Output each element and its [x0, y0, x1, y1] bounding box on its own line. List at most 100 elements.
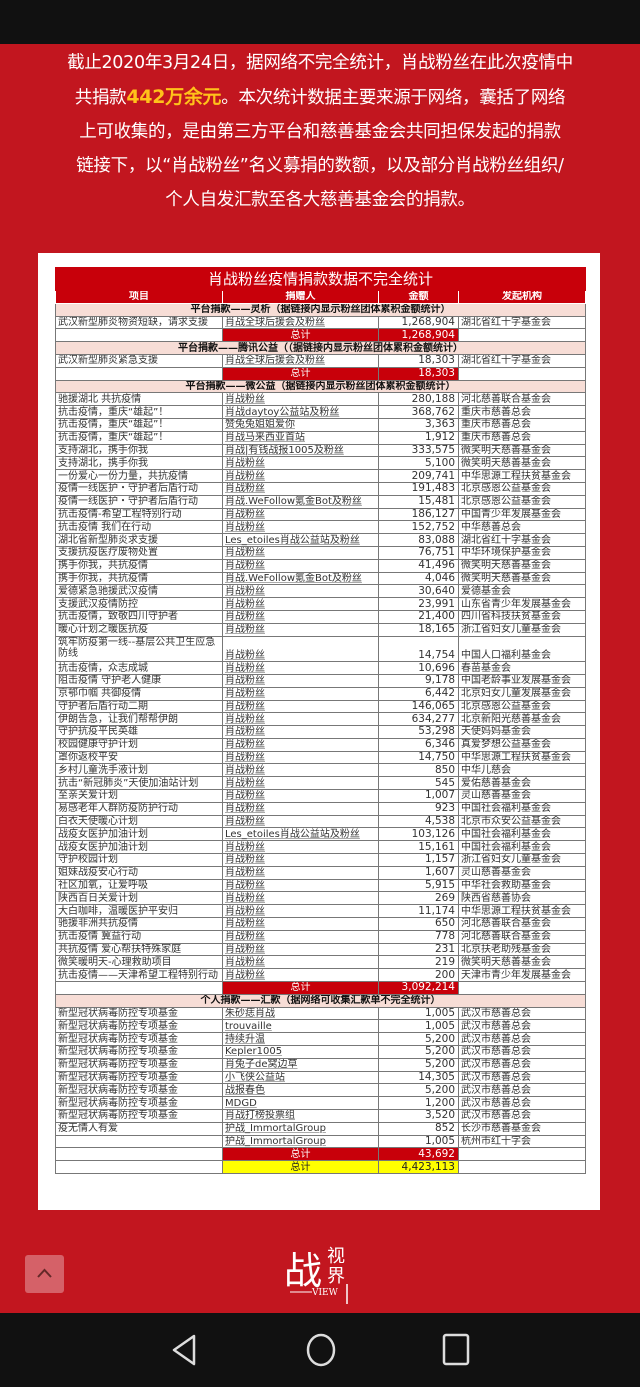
project-cell: 新型冠状病毒防控专项基金 [55, 1083, 223, 1098]
amount-cell: 852 [378, 1121, 459, 1136]
back-icon[interactable] [170, 1333, 198, 1371]
donor-cell: 肖战粉丝 [222, 801, 379, 816]
status-bar [0, 0, 640, 44]
table-row: 守护校园计划 肖战粉丝 1,157 浙江省妇女儿童基金会 [55, 853, 587, 867]
table-row: 驰援湖北 共抗疫情 肖战粉丝 280,188 河北慈善联合基金会 [55, 392, 587, 407]
table-row: 微笑暖明天-心理救助项目 肖战粉丝 219 微笑明天慈善基金会 [55, 955, 587, 970]
organization-cell: 中国社会福利基金会 [457, 840, 587, 855]
column-header: 发起机构 [457, 290, 587, 304]
table-row: 湖北省新型肺炎求支援 Les_etoiles肖战公益站及粉丝 83,088 湖北省红十… [55, 533, 587, 547]
organization-cell: 中国社会福利基金会 [457, 801, 587, 816]
donor-cell: 肖兔子de窝边草 [222, 1057, 379, 1072]
amount-cell: 191,483 [378, 481, 459, 496]
organization-cell: 山东省青少年发展基金会 [457, 597, 587, 611]
amount-cell: 5,200 [378, 1032, 459, 1047]
total-amount: 18,303 [378, 366, 459, 381]
project-cell: 疫无情人有爱 [55, 1121, 223, 1136]
section-header-row: 平台捐款——腾讯公益（（据链接内显示粉丝团体累积金额统计） [54, 341, 587, 355]
organization-cell: 微笑明天慈善基金会 [457, 443, 587, 458]
organization-cell: 武汉市慈善总会 [457, 1045, 587, 1059]
organization-cell: 中华社会救助基金会 [457, 878, 587, 893]
project-cell: 白衣天使暖心计划 [55, 814, 223, 829]
organization-cell: 四川省科技扶贫基金会 [457, 609, 587, 624]
table-row: 社区加氧，让爱呼吸 肖战粉丝 5,915 中华社会救助基金会 [55, 878, 587, 893]
project-cell: 一份爱心一份力量，共抗疫情 [55, 469, 223, 483]
empty-cell [457, 981, 587, 995]
project-cell: 京鄂巾帼 共御疫情 [55, 686, 223, 701]
amount-cell: 5,100 [378, 456, 459, 471]
donor-cell: 肖战粉丝 [222, 520, 379, 535]
project-cell: 驰援湖北 共抗疫情 [55, 392, 223, 407]
table-row: 守护抗疫平民英雄 肖战粉丝 53,298 天使妈妈基金会 [55, 725, 587, 739]
table-row: 新型冠状病毒防控专项基金 战报春色 5,200 武汉市慈善总会 [55, 1083, 587, 1098]
organization-cell: 灵山慈善基金会 [457, 789, 587, 803]
amount-cell: 14,754 [378, 635, 459, 663]
empty-cell [457, 1160, 587, 1174]
table-row: 抗击疫情 冀益行动 肖战粉丝 778 河北慈善联合基金会 [55, 929, 587, 944]
project-cell: 驰援非洲共抗疫情 [55, 917, 223, 931]
organization-cell: 北京感恩公益基金会 [457, 494, 587, 509]
project-cell: 新型冠状病毒防控专项基金 [55, 1057, 223, 1072]
donor-cell: 肖战粉丝 [222, 622, 379, 637]
amount-cell: 333,575 [378, 443, 459, 458]
section-header-row: 平台捐款——微公益（据链接内显示粉丝团体累积金额统计） [54, 379, 587, 394]
section-title: 平台捐款——腾讯公益（（据链接内显示粉丝团体累积金额统计） [54, 341, 587, 355]
home-icon[interactable] [305, 1333, 337, 1371]
donor-cell: 肖战粉丝 [222, 865, 379, 880]
project-cell: 抗击疫情，致敬四川守护者 [55, 609, 223, 624]
intro-line: 截止2020年3月24日，据网络不完全统计，肖战粉丝在此次疫情中 [67, 53, 573, 73]
project-cell: 支持湖北，携手你我 [55, 456, 223, 471]
amount-cell: 368,762 [378, 405, 459, 419]
organization-cell: 北京新阳光慈善基金会 [457, 712, 587, 727]
organization-cell: 武汉市慈善总会 [457, 1032, 587, 1047]
amount-cell: 923 [378, 801, 459, 816]
donor-cell: 肖战粉丝 [222, 597, 379, 611]
table-row: 疫情一线医护・守护者后盾行动 肖战.WeFollow氪金Bot及粉丝 15,481 北… [55, 494, 587, 509]
table-row: 陕西百日关爱计划 肖战粉丝 269 陕西省慈善协会 [55, 891, 587, 906]
donor-cell: 肖战粉丝 [222, 673, 379, 688]
donor-cell: 肖战粉丝 [222, 635, 379, 663]
organization-cell: 爱佑慈善基金会 [457, 776, 587, 791]
donor-cell: 护战_ImmortalGroup [222, 1121, 379, 1136]
total-amount: 3,092,214 [378, 981, 459, 995]
table-row: 武汉新型肺炎紧急支援 肖战全球后援会及粉丝 18,303 湖北省红十字基金会 [55, 353, 587, 368]
table-row: 罩你返校平安 肖战粉丝 14,750 中华思源工程扶贫基金会 [55, 750, 587, 765]
donor-cell: 肖战粉丝 [222, 507, 379, 522]
amount-cell: 1,005 [378, 1134, 459, 1149]
recents-icon[interactable] [442, 1333, 470, 1371]
table-row: 支持湖北，携手你我 肖战粉丝 5,100 微笑明天慈善基金会 [55, 456, 587, 471]
organization-cell: 中华儿慈会 [457, 763, 587, 778]
project-cell: 社区加氧，让爱呼吸 [55, 878, 223, 893]
organization-cell: 湖北省红十字基金会 [457, 353, 587, 368]
amount-cell: 778 [378, 929, 459, 944]
table-row: 抗击疫情——天津希望工程特别行动 肖战粉丝 200 天津市青少年发展基金会 [55, 968, 587, 983]
project-cell: 支援抗疫医疗废物处置 [55, 545, 223, 560]
donor-cell: 肖战粉丝 [222, 929, 379, 944]
project-cell: 阻击疫情 守护老人健康 [55, 673, 223, 688]
empty-cell [457, 1147, 587, 1162]
project-cell: 大白咖啡，温暖医护平安归 [55, 904, 223, 919]
project-cell: 爱德紧急驰援武汉疫情 [55, 584, 223, 599]
project-cell: 携手你我，共抗疫情 [55, 571, 223, 586]
donor-cell: 肖战粉丝 [222, 955, 379, 970]
svg-text:界: 界 [327, 1266, 345, 1287]
donor-cell: 肖战粉丝 [222, 712, 379, 727]
table-row: 携手你我，共抗疫情 肖战.WeFollow氪金Bot及粉丝 4,046 微笑明天慈善基… [55, 571, 587, 586]
table-row: 姐妹战疫安心行动 肖战粉丝 1,607 灵山慈善基金会 [55, 865, 587, 880]
empty-cell [55, 1147, 223, 1162]
back-to-top-button[interactable] [25, 1255, 64, 1293]
donor-cell: 肖战粉丝 [222, 853, 379, 867]
donor-cell: trouvaille [222, 1019, 379, 1034]
donation-table-card: 肖战粉丝疫情捐款数据不完全统计 项目 捐赠人 金额 发起机构 平台捐款——灵析（… [38, 253, 600, 1210]
table-row: 支援抗疫医疗废物处置 肖战粉丝 76,751 中华环境保护基金会 [55, 545, 587, 560]
intro-text-part: 共捐款 [74, 88, 127, 108]
organization-cell: 浙江省妇女儿童基金会 [457, 622, 587, 637]
donor-cell: 肖战粉丝 [222, 878, 379, 893]
empty-cell [457, 366, 587, 381]
amount-cell: 83,088 [378, 533, 459, 547]
amount-cell: 11,174 [378, 904, 459, 919]
amount-cell: 76,751 [378, 545, 459, 560]
empty-cell [55, 981, 223, 995]
amount-cell: 9,178 [378, 673, 459, 688]
project-cell: 校园健康守护计划 [55, 737, 223, 752]
